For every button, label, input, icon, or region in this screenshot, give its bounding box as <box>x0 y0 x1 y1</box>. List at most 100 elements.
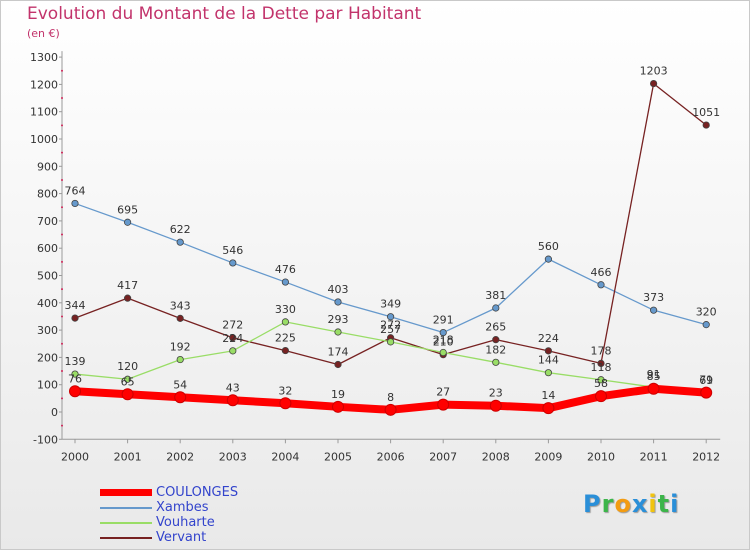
data-label: 403 <box>328 283 349 296</box>
data-point <box>492 304 500 312</box>
data-point <box>702 321 710 329</box>
chart-subtitle: (en €) <box>27 27 60 40</box>
data-label: 23 <box>489 387 503 400</box>
x-tick-label: 2001 <box>114 450 142 463</box>
y-minor-dot <box>61 233 63 236</box>
data-label: 417 <box>117 279 138 292</box>
data-label: 349 <box>380 298 401 311</box>
data-label: 265 <box>485 321 506 334</box>
data-label: 118 <box>591 361 612 374</box>
data-label: 373 <box>643 291 664 304</box>
y-minor-dot <box>61 342 63 345</box>
data-label: 344 <box>65 299 86 312</box>
legend-label-vouharte: Vouharte <box>156 515 215 530</box>
data-label: 178 <box>591 344 612 357</box>
data-label: 560 <box>538 240 559 253</box>
data-label: 293 <box>328 313 349 326</box>
data-point <box>647 382 660 395</box>
data-point <box>281 346 289 355</box>
y-tick-label: 1300 <box>30 51 58 64</box>
data-point <box>492 336 500 344</box>
data-label: 91 <box>647 368 661 381</box>
x-tick-label: 2008 <box>482 450 510 463</box>
data-point <box>334 328 342 336</box>
y-minor-dot <box>61 288 63 291</box>
data-label: 54 <box>173 378 187 391</box>
data-point <box>71 199 79 208</box>
legend-swatch-xambes <box>100 507 152 509</box>
data-label: 120 <box>117 360 138 373</box>
data-label: 85 <box>647 370 661 383</box>
data-label: 174 <box>328 345 349 358</box>
data-label: 272 <box>380 319 401 332</box>
data-label: 476 <box>275 263 296 276</box>
data-point <box>702 121 710 129</box>
data-point <box>71 314 79 322</box>
data-label: 343 <box>170 299 191 312</box>
y-tick-label: 800 <box>37 188 58 201</box>
y-tick-label: 200 <box>37 351 58 364</box>
legend-swatch-coulonges <box>100 489 152 496</box>
data-point <box>229 334 237 342</box>
data-point <box>71 370 79 378</box>
y-minor-dot <box>61 397 63 400</box>
x-tick-label: 2000 <box>61 450 89 463</box>
data-label: 182 <box>485 343 506 356</box>
y-minor-dot <box>61 151 63 154</box>
data-label: 27 <box>436 386 450 399</box>
data-label: 65 <box>121 375 135 388</box>
data-point <box>489 399 502 412</box>
y-minor-dot <box>61 206 63 209</box>
legend-label-vervant: Vervant <box>156 530 207 545</box>
y-tick-label: 1100 <box>30 106 58 119</box>
data-label: 1051 <box>692 106 720 119</box>
data-label: 8 <box>387 391 394 404</box>
data-point <box>124 294 132 302</box>
data-label: 144 <box>538 354 559 367</box>
data-point <box>595 390 607 403</box>
y-tick-label: 0 <box>51 406 58 419</box>
data-label: 466 <box>591 266 612 279</box>
x-tick-label: 2006 <box>377 450 405 463</box>
data-label: 320 <box>696 306 717 319</box>
data-label: 76 <box>68 372 82 385</box>
data-point <box>281 318 289 326</box>
data-label: 695 <box>117 203 138 216</box>
x-tick-label: 2007 <box>429 450 457 463</box>
x-tick-label: 2009 <box>534 450 562 463</box>
y-tick-label: 1000 <box>30 133 58 146</box>
data-point <box>174 391 187 404</box>
data-point <box>279 397 292 410</box>
data-point <box>649 306 658 314</box>
data-point <box>649 79 658 88</box>
y-minor-dot <box>61 97 63 100</box>
x-tick-label: 2012 <box>692 450 720 463</box>
data-label: 210 <box>433 336 454 349</box>
data-point <box>542 402 555 415</box>
data-point <box>229 347 237 355</box>
data-point <box>334 298 342 306</box>
y-minor-dot <box>61 424 63 427</box>
data-point <box>544 369 553 377</box>
legend-swatch-vouharte <box>100 522 152 524</box>
y-minor-dot <box>61 69 63 72</box>
data-point <box>124 375 132 383</box>
legend-swatch-vervant <box>100 537 152 539</box>
logo-letter: x <box>631 490 649 518</box>
x-tick-label: 2002 <box>166 450 194 463</box>
y-tick-label: 900 <box>37 160 58 173</box>
data-point <box>597 376 605 384</box>
data-point <box>229 259 237 267</box>
data-point <box>597 281 605 289</box>
y-minor-dot <box>61 370 63 373</box>
data-point <box>176 355 184 364</box>
data-label: 546 <box>222 244 243 257</box>
y-tick-label: 300 <box>37 324 58 337</box>
data-label: 1203 <box>640 65 668 78</box>
y-tick-label: 1200 <box>30 78 58 91</box>
data-point <box>386 313 395 321</box>
data-point <box>176 314 184 322</box>
data-point <box>334 360 342 369</box>
logo-letter: i <box>670 490 680 518</box>
